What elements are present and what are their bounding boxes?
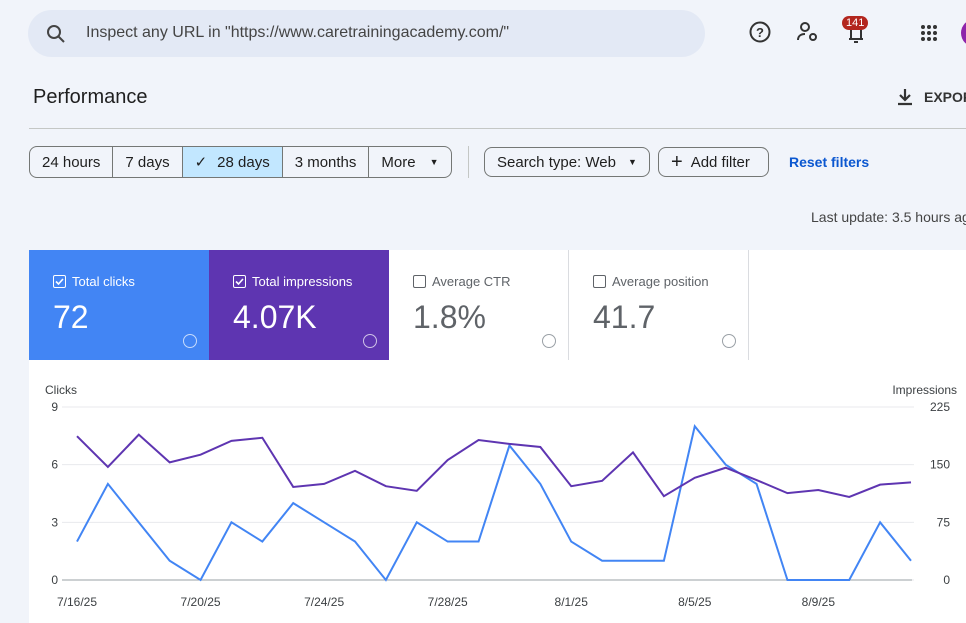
page-title: Performance — [33, 86, 148, 108]
help-icon — [363, 334, 377, 348]
range-label: 28 days — [217, 153, 270, 171]
more-button[interactable]: More ▼ — [381, 153, 439, 171]
help-icon — [722, 334, 736, 348]
account-settings-icon[interactable] — [796, 20, 820, 44]
series-line — [76, 423, 912, 582]
metric-value: 41.7 — [593, 299, 656, 335]
metric-value: 72 — [53, 299, 89, 335]
x-tick-label: 7/20/25 — [181, 595, 221, 609]
search-icon — [47, 25, 65, 43]
metric-label: Average position — [612, 274, 709, 289]
metric-header: Total clicks — [53, 274, 209, 289]
search-type-button[interactable]: Search type: Web ▼ — [484, 147, 650, 177]
x-tick-label: 7/28/25 — [428, 595, 468, 609]
x-tick-label: 8/9/25 — [802, 595, 836, 609]
checkbox — [53, 275, 66, 288]
metric-value: 1.8% — [413, 299, 486, 335]
reset-filters-link[interactable]: Reset filters — [789, 154, 870, 170]
metric-label: Total impressions — [252, 274, 353, 289]
metric-header: Average position — [593, 274, 748, 289]
y-tick-label: 6 — [51, 458, 58, 472]
x-tick-label: 7/24/25 — [304, 595, 344, 609]
y2-axis-title: Impressions — [892, 383, 957, 397]
divider — [29, 128, 966, 129]
range-button[interactable]: 3 months — [283, 147, 370, 177]
metric-card[interactable]: Total clicks 72 — [29, 250, 209, 360]
export-icon[interactable] — [895, 87, 915, 107]
svg-text:?: ? — [756, 25, 764, 40]
help-icon — [542, 334, 556, 348]
y2-tick-label: 75 — [937, 515, 951, 529]
series-line — [76, 433, 912, 499]
y2-tick-label: 150 — [930, 458, 950, 472]
apps-icon[interactable] — [920, 24, 940, 44]
metric-label: Average CTR — [432, 274, 511, 289]
metric-value: 4.07K — [233, 299, 317, 335]
more-label: More — [381, 153, 416, 171]
range-label: 7 days — [125, 153, 170, 171]
divider — [468, 146, 469, 178]
help-icon — [183, 334, 197, 348]
metric-header: Average CTR — [413, 274, 568, 289]
range-label: 24 hours — [42, 153, 101, 171]
x-tick-label: 7/16/25 — [57, 595, 97, 609]
search-placeholder: Inspect any URL in "https://www.caretrai… — [86, 24, 510, 41]
metric-card[interactable]: Average position 41.7 — [569, 250, 749, 360]
metric-label: Total clicks — [72, 274, 135, 289]
search-type-label: Search type: Web — [497, 153, 616, 171]
metric-card[interactable]: Average CTR 1.8% — [389, 250, 569, 360]
range-label: 3 months — [294, 153, 357, 171]
y2-tick-label: 225 — [930, 400, 950, 414]
checkbox — [233, 275, 246, 288]
y2-tick-label: 0 — [943, 573, 950, 587]
help-icon[interactable]: ? — [748, 20, 772, 44]
metric-card[interactable]: Total impressions 4.07K — [209, 250, 389, 360]
x-tick-label: 8/5/25 — [678, 595, 712, 609]
metric-header: Total impressions — [233, 274, 389, 289]
y-tick-label: 9 — [51, 400, 58, 414]
search-bar[interactable]: Inspect any URL in "https://www.caretrai… — [28, 10, 705, 57]
add-filter-label: Add filter — [690, 153, 750, 171]
export-button[interactable]: EXPORT — [924, 89, 966, 105]
notification-badge: 141 — [842, 16, 869, 30]
avatar[interactable] — [961, 19, 966, 47]
date-range-selector: 24 hours 7 days ✓ 28 days 3 months More ▼ — [29, 146, 452, 178]
range-button[interactable]: 7 days — [113, 147, 183, 177]
x-tick-label: 8/1/25 — [555, 595, 589, 609]
y-tick-label: 3 — [51, 515, 58, 529]
range-button[interactable]: ✓ 28 days — [182, 147, 283, 177]
range-button[interactable]: 24 hours — [30, 147, 114, 177]
y-axis-title: Clicks — [45, 383, 77, 397]
checkbox — [413, 275, 426, 288]
checkbox — [593, 275, 606, 288]
add-filter-button[interactable]: + Add filter — [658, 147, 769, 177]
y-tick-label: 0 — [51, 573, 58, 587]
last-update: Last update: 3.5 hours ago — [811, 209, 966, 225]
